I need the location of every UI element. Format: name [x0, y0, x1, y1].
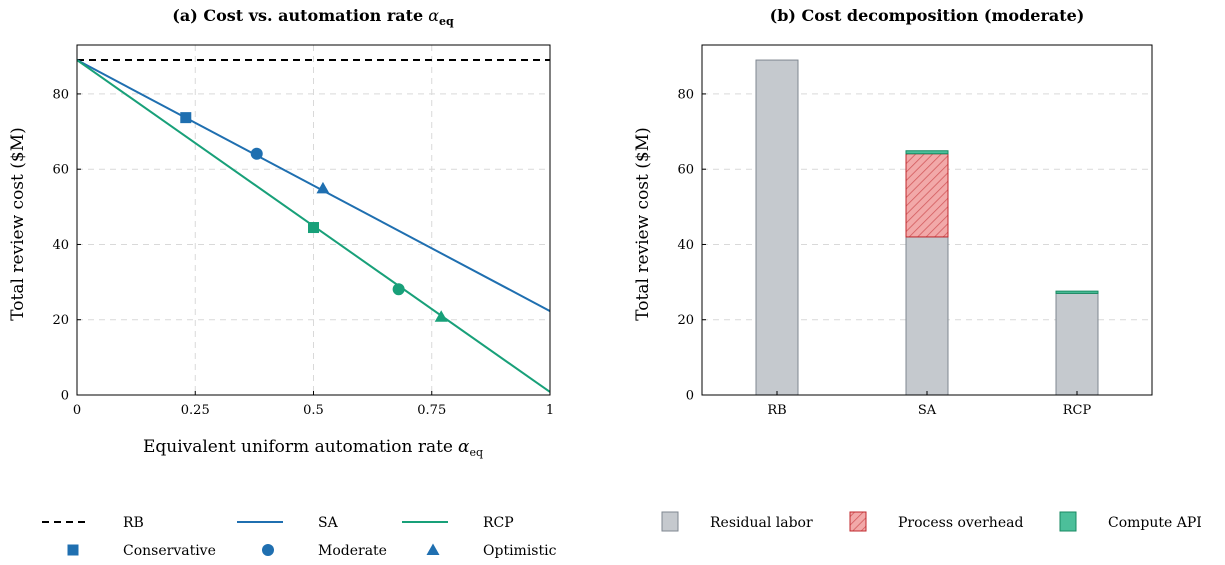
marker-sa-conservative — [180, 112, 192, 124]
chart-a-xlabel-subscript: eq — [469, 446, 483, 459]
marker-sa-optimistic — [316, 181, 330, 194]
chart-a-ytick-label: 20 — [52, 313, 69, 328]
chart-a-ytick-label: 80 — [52, 87, 69, 102]
legend-label-moderate: Moderate — [318, 543, 387, 559]
legend-marker-optimistic — [426, 543, 440, 555]
chart-a-xtick-label: 0.5 — [303, 403, 324, 418]
chart-a-ylabel: Total review cost ($M) — [8, 127, 28, 321]
marker-rcp-moderate — [392, 283, 405, 296]
chart-a-xtick-label: 0 — [73, 403, 81, 418]
bar-sa-process-overhead — [905, 153, 949, 238]
legend-label-compute-api: Compute API — [1108, 515, 1202, 531]
legend-marker-conservative — [67, 544, 79, 556]
chart-a-ytick-label: 0 — [61, 389, 69, 404]
chart-a-ticks: 0 20 40 60 80 0 0.25 0.5 0.75 1 — [52, 87, 554, 418]
chart-a-xlabel: Equivalent uniform automation rate αeq — [143, 437, 483, 459]
chart-b-ylabel: Total review cost ($M) — [633, 127, 653, 321]
chart-a-title-symbol: α — [428, 6, 439, 25]
chart-b-ytick-label: 80 — [677, 87, 694, 102]
chart-b-bars — [755, 59, 1099, 396]
series-line-sa — [76, 59, 551, 312]
marker-sa-moderate — [250, 147, 263, 160]
chart-b-ytick-label: 40 — [677, 238, 694, 253]
legend-marker-moderate — [262, 544, 274, 556]
chart-b-legend: Residual labor Process overhead Compute AP… — [661, 511, 1202, 532]
chart-a-grid — [77, 45, 550, 395]
chart-a-title-subscript: eq — [439, 15, 454, 28]
chart-b-title: (b) Cost decomposition (moderate) — [770, 6, 1085, 25]
chart-b-ytick-label: 20 — [677, 313, 694, 328]
bar-rcp-compute-api — [1055, 290, 1099, 294]
bar-sa-residual-labor — [905, 236, 949, 396]
cost-vs-automation-chart: (a) Cost vs. automation rate αeq 02040608… — [8, 6, 557, 559]
bar-rb-residual-labor — [755, 59, 799, 396]
marker-rcp-optimistic — [434, 310, 448, 322]
chart-a-xtick-label: 0.75 — [417, 403, 446, 418]
legend-swatch-compute-api — [1059, 511, 1077, 532]
bar-sa-compute-api — [905, 150, 949, 155]
legend-label-optimistic: Optimistic — [483, 543, 557, 559]
chart-a-xtick-label: 0.25 — [181, 403, 210, 418]
legend-label-process-overhead: Process overhead — [898, 515, 1023, 531]
chart-b-xtick-label: RB — [767, 403, 786, 418]
chart-b-ticks: 0 20 40 60 80 RB SA RCP — [677, 87, 1091, 418]
chart-a-title-text: (a) Cost vs. automation rate — [172, 6, 423, 25]
chart-b-ytick-label: 60 — [677, 163, 694, 178]
legend-swatch-process-overhead — [849, 511, 867, 532]
cost-decomposition-chart: (b) Cost decomposition (moderate) 0 20 40 6… — [633, 6, 1202, 532]
chart-a-legend: RB SA RCP Conservative Moderate Optimistic — [42, 515, 557, 559]
chart-b-ytick-label: 0 — [686, 389, 694, 404]
legend-swatch-residual-labor — [661, 511, 679, 532]
chart-a-xtick-label: 1 — [546, 403, 554, 418]
chart-a-ytick-label: 60 — [52, 163, 69, 178]
chart-b-xtick-label: RCP — [1063, 403, 1092, 418]
chart-a-xlabel-symbol: α — [458, 437, 470, 457]
bar-rcp-residual-labor — [1055, 292, 1099, 396]
legend-label-rcp: RCP — [483, 515, 514, 531]
chart-b-xtick-label: SA — [918, 403, 937, 418]
legend-label-sa: SA — [318, 515, 339, 531]
chart-a-markers — [180, 112, 448, 322]
chart-a-title: (a) Cost vs. automation rate αeq — [172, 6, 454, 28]
chart-a-ytick-label: 40 — [52, 238, 69, 253]
legend-label-residual-labor: Residual labor — [710, 515, 813, 531]
legend-label-rb: RB — [123, 515, 144, 531]
chart-a-xlabel-text: Equivalent uniform automation rate — [143, 437, 453, 457]
marker-rcp-conservative — [308, 222, 319, 234]
legend-label-conservative: Conservative — [123, 543, 216, 559]
